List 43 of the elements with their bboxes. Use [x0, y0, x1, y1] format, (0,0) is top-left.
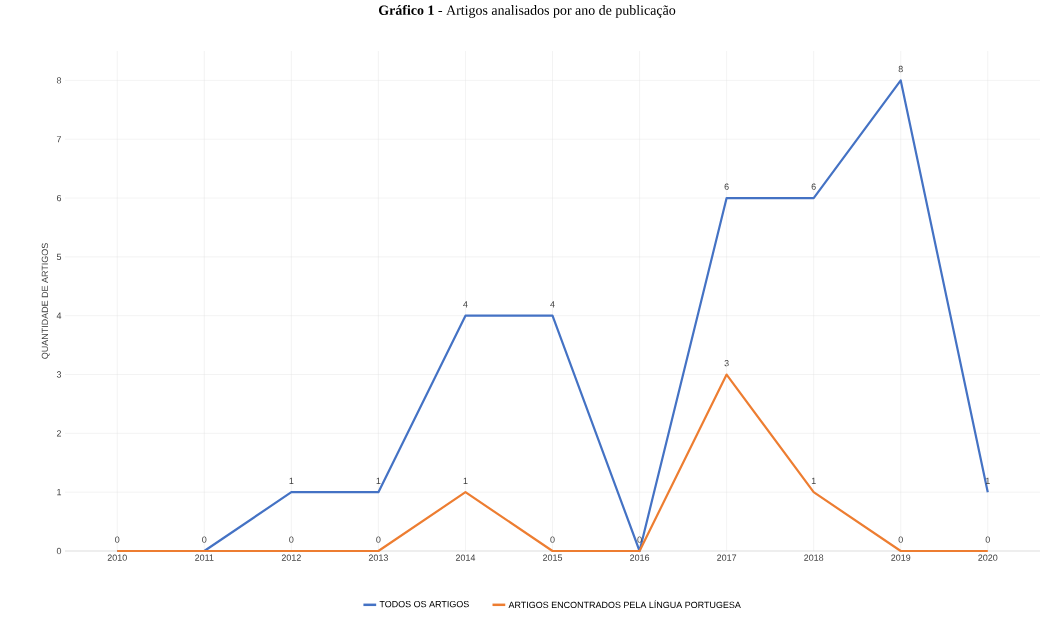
x-tick-label: 2020 — [978, 554, 998, 561]
y-axis-title: QUANTIDADE DE ARTIGOS — [41, 243, 50, 359]
data-label: 6 — [724, 183, 729, 190]
data-label: 1 — [463, 477, 468, 484]
y-tick-label: 0 — [56, 547, 62, 555]
legend-label: TODOS OS ARTIGOS — [379, 600, 469, 608]
x-tick-label: 2013 — [368, 554, 388, 561]
data-label: 0 — [985, 536, 990, 543]
y-tick-label: 7 — [56, 136, 62, 143]
y-tick-label: 6 — [56, 194, 62, 202]
x-tick-label: 2010 — [107, 554, 127, 561]
y-tick-label: 3 — [56, 371, 62, 378]
x-tick-label: 2018 — [804, 554, 824, 561]
x-tick-label: 2016 — [630, 554, 650, 561]
x-tick-label: 2019 — [891, 554, 911, 561]
data-label: 0 — [202, 536, 207, 543]
y-tick-label: 1 — [57, 489, 62, 496]
data-label: 8 — [898, 65, 903, 73]
data-label: 1 — [289, 477, 294, 484]
y-tick-label: 8 — [56, 77, 62, 84]
x-tick-label: 2011 — [195, 554, 214, 561]
data-label: 4 — [550, 301, 555, 308]
data-label: 4 — [463, 301, 468, 308]
data-label: 1 — [376, 477, 381, 484]
y-tick-label: 2 — [56, 430, 62, 437]
chart-title: Gráfico 1 - Artigos analisados por ano de publicação — [378, 4, 676, 18]
data-label: 0 — [898, 536, 903, 543]
data-label: 0 — [115, 536, 120, 543]
y-tick-label: 5 — [56, 253, 62, 261]
y-tick-label: 4 — [56, 312, 62, 319]
data-label: 0 — [289, 536, 294, 543]
data-label: 0 — [550, 536, 555, 543]
x-tick-label: 2015 — [542, 554, 563, 561]
x-tick-label: 2017 — [717, 554, 737, 561]
x-tick-label: 2012 — [281, 554, 301, 561]
data-label: 3 — [724, 359, 729, 367]
x-tick-label: 2014 — [455, 554, 476, 561]
data-label: 6 — [811, 183, 816, 190]
legend-label: ARTIGOS ENCONTRADOS PELA LÍNGUA PORTUGESA — [508, 600, 741, 609]
data-label: 1 — [985, 477, 990, 484]
data-label: 0 — [637, 536, 642, 543]
data-label: 0 — [376, 536, 381, 543]
data-label: 1 — [811, 477, 816, 484]
